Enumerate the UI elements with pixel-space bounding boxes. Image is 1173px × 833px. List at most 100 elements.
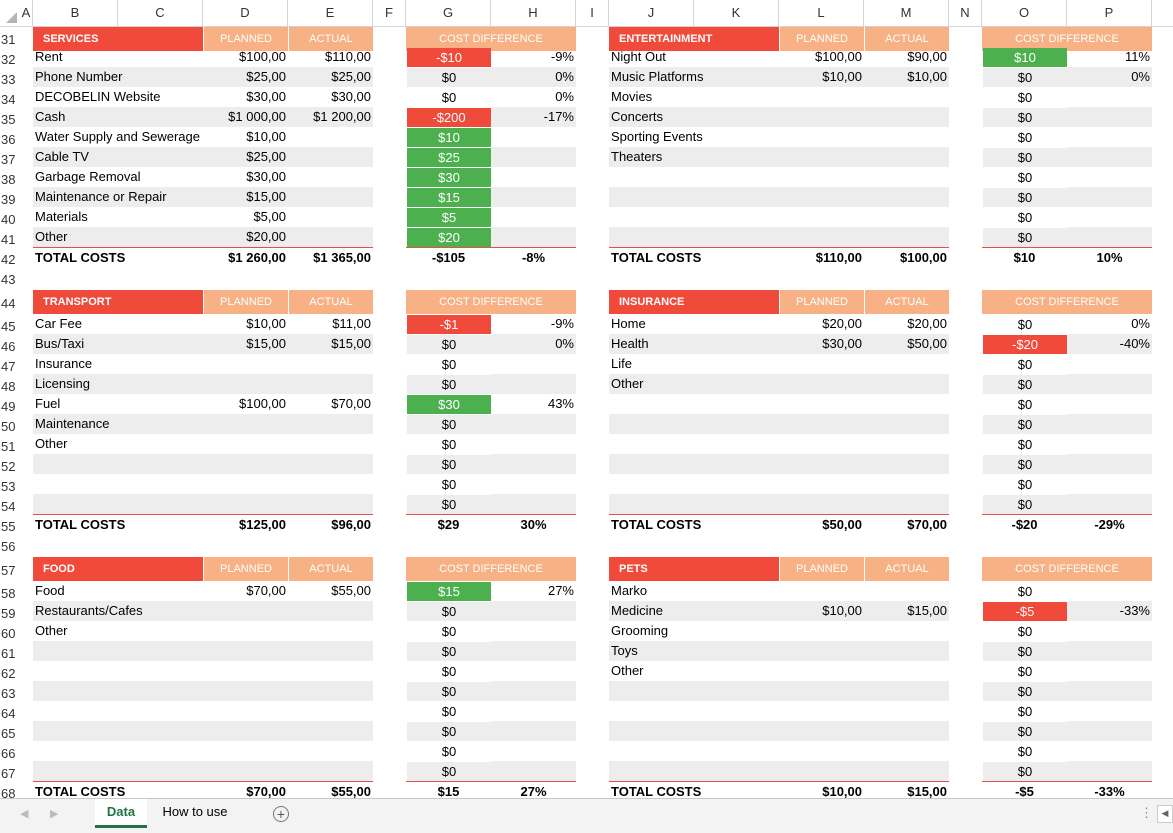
- column-header-c[interactable]: C: [118, 0, 203, 26]
- services-item-pct[interactable]: [491, 167, 576, 187]
- entertainment-item-name[interactable]: Theaters: [609, 147, 779, 167]
- row-header-62[interactable]: 62: [1, 666, 16, 681]
- entertainment-item-name[interactable]: [609, 187, 779, 207]
- transport-item-diff[interactable]: $0: [407, 495, 491, 514]
- entertainment-item-actual[interactable]: [864, 207, 949, 227]
- insurance-item-name[interactable]: [609, 394, 779, 414]
- insurance-item-actual[interactable]: [864, 374, 949, 394]
- pets-item-pct[interactable]: [1067, 661, 1152, 681]
- row-header-46[interactable]: 46: [1, 339, 16, 354]
- row-header-44[interactable]: 44: [1, 296, 16, 311]
- row-header-55[interactable]: 55: [1, 519, 16, 534]
- food-item-diff[interactable]: $0: [407, 762, 491, 781]
- plus-circle-icon[interactable]: +: [273, 806, 289, 822]
- transport-item-diff[interactable]: $0: [407, 375, 491, 394]
- column-header-p[interactable]: P: [1067, 0, 1152, 26]
- insurance-item-actual[interactable]: [864, 494, 949, 514]
- transport-item-name[interactable]: [33, 494, 203, 514]
- row-header-43[interactable]: 43: [1, 272, 16, 287]
- food-item-diff[interactable]: $0: [441, 704, 457, 719]
- entertainment-item-actual[interactable]: [864, 107, 949, 127]
- food-item-actual[interactable]: [288, 741, 373, 761]
- pets-item-name[interactable]: [609, 681, 779, 701]
- pets-item-pct[interactable]: [1067, 721, 1152, 741]
- entertainment-total-diff[interactable]: $10: [982, 247, 1067, 267]
- entertainment-item-planned[interactable]: [779, 107, 864, 127]
- insurance-item-diff[interactable]: $0: [1017, 437, 1033, 452]
- transport-item-pct[interactable]: -9%: [550, 316, 574, 331]
- entertainment-total-actual[interactable]: $100,00: [864, 247, 949, 267]
- services-item-diff[interactable]: $0: [441, 90, 457, 105]
- row-header-50[interactable]: 50: [1, 419, 16, 434]
- transport-item-actual[interactable]: [288, 374, 373, 394]
- row-header-63[interactable]: 63: [1, 686, 16, 701]
- food-item-pct[interactable]: [491, 681, 576, 701]
- food-item-planned[interactable]: $70,00: [246, 583, 286, 598]
- food-total-actual[interactable]: $55,00: [288, 781, 373, 798]
- transport-item-planned[interactable]: $15,00: [203, 334, 288, 354]
- transport-item-actual[interactable]: [288, 454, 373, 474]
- pets-item-name[interactable]: [609, 721, 779, 741]
- entertainment-item-name[interactable]: Sporting Events: [611, 129, 703, 144]
- pets-item-name[interactable]: [609, 741, 779, 761]
- entertainment-item-planned[interactable]: $10,00: [779, 67, 864, 87]
- services-total-pct[interactable]: -8%: [491, 247, 576, 267]
- services-item-planned[interactable]: $25,00: [203, 147, 288, 167]
- row-header-36[interactable]: 36: [1, 132, 16, 147]
- food-item-name[interactable]: [33, 721, 203, 741]
- insurance-item-planned[interactable]: [779, 354, 864, 374]
- food-item-actual[interactable]: [288, 601, 373, 621]
- entertainment-item-planned[interactable]: [779, 147, 864, 167]
- entertainment-total-pct[interactable]: 10%: [1067, 247, 1152, 267]
- insurance-item-name[interactable]: [609, 494, 779, 514]
- entertainment-item-diff[interactable]: $10: [983, 48, 1067, 67]
- insurance-item-name[interactable]: Other: [609, 374, 779, 394]
- insurance-item-name[interactable]: [609, 434, 779, 454]
- row-header-34[interactable]: 34: [1, 92, 16, 107]
- services-item-name[interactable]: DECOBELIN Website: [35, 89, 161, 104]
- column-header-m[interactable]: M: [864, 0, 949, 26]
- pets-item-diff[interactable]: $0: [983, 682, 1067, 701]
- transport-item-planned[interactable]: [203, 474, 288, 494]
- food-item-diff[interactable]: $0: [407, 642, 491, 661]
- services-item-actual[interactable]: [288, 147, 373, 167]
- pets-item-diff[interactable]: $0: [1017, 584, 1033, 599]
- column-header-d[interactable]: D: [203, 0, 288, 26]
- transport-item-diff[interactable]: $0: [441, 357, 457, 372]
- pets-item-pct[interactable]: [1067, 621, 1152, 641]
- transport-item-diff[interactable]: $0: [441, 477, 457, 492]
- row-header-38[interactable]: 38: [1, 172, 16, 187]
- transport-item-name[interactable]: [33, 474, 203, 494]
- transport-item-pct[interactable]: [491, 374, 576, 394]
- sheet-tab-data[interactable]: Data: [95, 799, 147, 828]
- transport-item-planned[interactable]: [203, 494, 288, 514]
- entertainment-item-pct[interactable]: [1067, 227, 1152, 247]
- pets-item-planned[interactable]: [779, 701, 864, 721]
- insurance-item-pct[interactable]: [1067, 374, 1152, 394]
- insurance-total-pct[interactable]: -29%: [1067, 514, 1152, 534]
- services-item-actual[interactable]: [288, 207, 373, 227]
- transport-item-diff[interactable]: $30: [407, 395, 491, 414]
- services-item-pct[interactable]: 0%: [555, 89, 574, 104]
- services-total-diff[interactable]: -$105: [406, 247, 491, 267]
- pets-item-planned[interactable]: [779, 761, 864, 781]
- insurance-item-actual[interactable]: [864, 474, 949, 494]
- services-item-planned[interactable]: $100,00: [239, 49, 286, 64]
- transport-item-planned[interactable]: $10,00: [246, 316, 286, 331]
- insurance-item-pct[interactable]: [1067, 414, 1152, 434]
- pets-item-name[interactable]: Toys: [609, 641, 779, 661]
- transport-item-pct[interactable]: 0%: [491, 334, 576, 354]
- insurance-item-pct[interactable]: [1067, 354, 1152, 374]
- food-item-planned[interactable]: [203, 641, 288, 661]
- services-item-name[interactable]: Cable TV: [33, 147, 203, 167]
- insurance-item-planned[interactable]: [779, 434, 864, 454]
- transport-item-name[interactable]: Car Fee: [35, 316, 82, 331]
- column-header-o[interactable]: O: [982, 0, 1067, 26]
- pets-item-planned[interactable]: [779, 681, 864, 701]
- row-header-35[interactable]: 35: [1, 112, 16, 127]
- food-item-diff[interactable]: $0: [407, 682, 491, 701]
- row-header-42[interactable]: 42: [1, 252, 16, 267]
- services-item-planned[interactable]: $25,00: [203, 67, 288, 87]
- entertainment-item-name[interactable]: Music Platforms: [609, 67, 779, 87]
- row-header-65[interactable]: 65: [1, 726, 16, 741]
